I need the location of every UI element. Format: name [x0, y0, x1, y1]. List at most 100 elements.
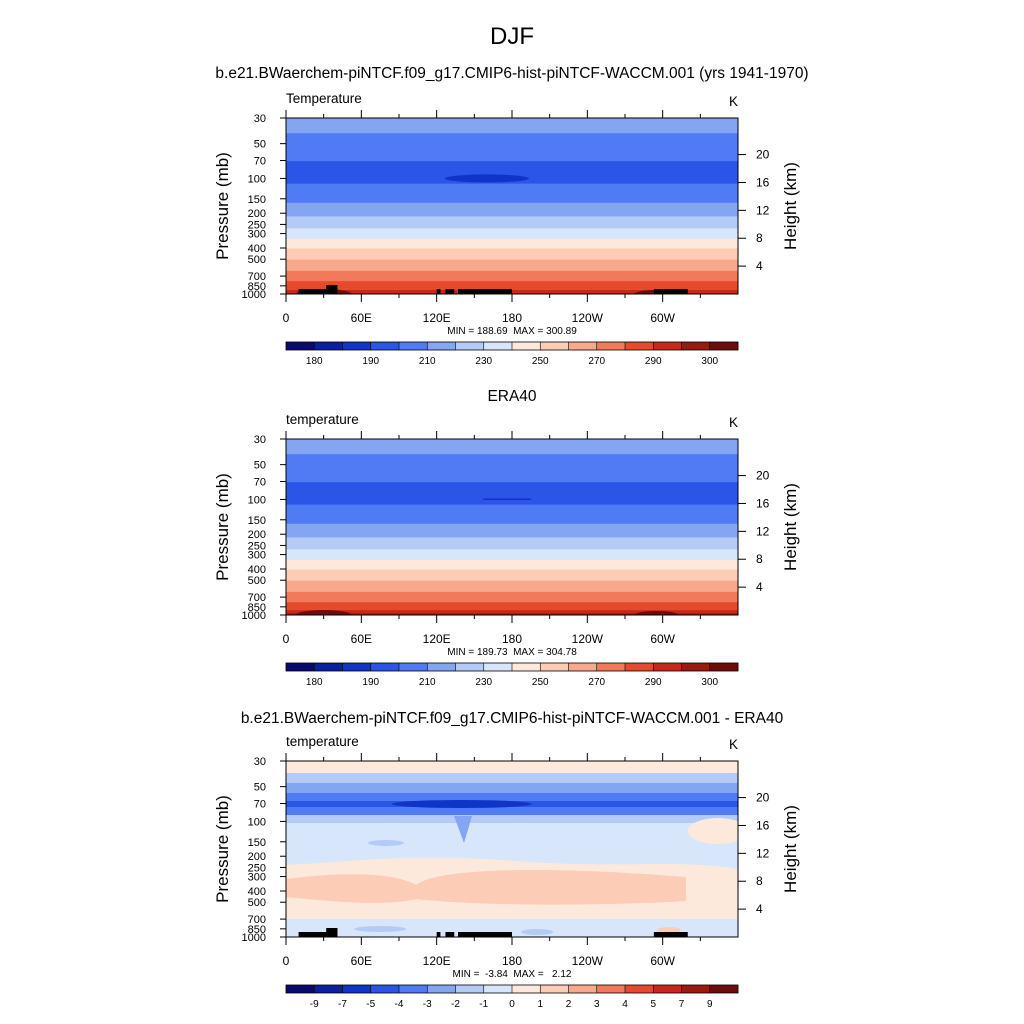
- y-tick-label: 200: [248, 851, 266, 863]
- y-axis-label: Pressure (mb): [213, 795, 232, 903]
- y-tick-label: 500: [248, 575, 266, 587]
- y-tick-label: 300: [248, 872, 266, 884]
- x-tick-label: 60E: [351, 311, 372, 325]
- colorbar-swatch: [455, 985, 485, 993]
- y2-tick-label: 16: [756, 175, 770, 189]
- y-tick-label: 700: [248, 271, 266, 283]
- colorbar-label: 230: [475, 677, 492, 688]
- colorbar-swatch: [653, 342, 682, 350]
- colorbar-swatch: [512, 342, 541, 350]
- contour-band: [286, 602, 738, 611]
- x-tick-label: 120E: [423, 632, 451, 646]
- y-tick-label: 400: [248, 886, 266, 898]
- contour-band: [286, 569, 738, 582]
- y-tick-label: 150: [248, 194, 266, 206]
- topography-mask: [445, 932, 455, 937]
- contour-band: [286, 281, 738, 291]
- colorbar-label: 190: [362, 677, 379, 688]
- colorbar: 180 190 210 230 250 270 290 300: [285, 341, 739, 367]
- colorbar-label: 250: [532, 677, 549, 688]
- colorbar-label: 300: [701, 677, 718, 688]
- colorbar-label: -9: [310, 999, 319, 1010]
- y-tick-label: 850: [248, 924, 266, 936]
- anomaly-region: [286, 783, 738, 793]
- colorbar-swatch: [540, 985, 569, 993]
- colorbar-label: 180: [306, 677, 323, 688]
- colorbar-swatch: [709, 985, 739, 993]
- anomaly-region: [286, 807, 738, 815]
- topography-mask: [436, 289, 441, 294]
- y2-tick-label: 20: [756, 148, 770, 162]
- colorbar-swatch: [625, 663, 654, 671]
- colorbar-label: 190: [362, 356, 379, 367]
- anomaly-region: [286, 815, 738, 823]
- topography-mask: [298, 289, 330, 294]
- contour-band: [286, 482, 738, 506]
- y-tick-label: 700: [248, 592, 266, 604]
- x-tick-label: 0: [283, 632, 290, 646]
- colorbar-label: 9: [707, 999, 713, 1010]
- colorbar-swatch: [370, 985, 400, 993]
- anomaly-region: [354, 926, 407, 932]
- colorbar-swatch: [653, 985, 682, 993]
- colorbar-swatch: [342, 663, 372, 671]
- y-tick-label: 500: [248, 254, 266, 266]
- contour-band: [286, 504, 738, 525]
- x-tick-label: 0: [283, 954, 290, 968]
- colorbar-label: 270: [588, 677, 605, 688]
- colorbar-swatch: [455, 663, 485, 671]
- y-tick-label: 50: [254, 460, 266, 472]
- colorbar-swatch: [314, 663, 343, 671]
- contour-band: [286, 559, 738, 570]
- y-tick-label: 1000: [242, 289, 266, 301]
- contour-band: [286, 133, 738, 162]
- y2-axis-label: Height (km): [781, 483, 800, 571]
- colorbar-swatch: [286, 985, 315, 993]
- colorbar-swatch: [483, 985, 513, 993]
- contour-band: [286, 161, 738, 185]
- y2-tick-label: 8: [756, 552, 763, 566]
- colorbar-label: 290: [645, 677, 662, 688]
- x-tick-label: 120E: [423, 311, 451, 325]
- x-tick-label: 180: [502, 954, 522, 968]
- topography-mask: [458, 289, 512, 294]
- y-tick-label: 250: [248, 862, 266, 874]
- colorbar-label: 3: [594, 999, 600, 1010]
- y2-tick-label: 8: [756, 231, 763, 245]
- colorbar-swatch: [681, 985, 711, 993]
- colorbar-label: 2: [566, 999, 572, 1010]
- min-max-label: MIN = -3.84 MAX = 2.12: [453, 969, 572, 980]
- contour-band: [286, 610, 738, 614]
- y2-tick-label: 12: [756, 203, 770, 217]
- contour-field: [286, 439, 738, 615]
- colorbar-label: 290: [645, 356, 662, 367]
- anomaly-region: [286, 870, 686, 905]
- contour-band: [286, 439, 738, 455]
- x-tick-label: 60W: [650, 632, 675, 646]
- colorbar-label: 270: [588, 356, 605, 367]
- anomaly-region: [286, 919, 738, 937]
- contour-band: [286, 183, 738, 204]
- contour-band: [286, 591, 738, 603]
- y-tick-label: 850: [248, 281, 266, 293]
- y-tick-label: 100: [248, 494, 266, 506]
- contour-band: [286, 270, 738, 282]
- colorbar-label: 250: [532, 356, 549, 367]
- x-tick-label: 120E: [423, 954, 451, 968]
- colorbar-swatch: [342, 342, 372, 350]
- y-tick-label: 200: [248, 529, 266, 541]
- colorbar-swatch: [399, 985, 428, 993]
- anomaly-region: [521, 929, 554, 935]
- colorbar-swatch: [399, 342, 428, 350]
- x-tick-label: 60W: [650, 954, 675, 968]
- topography-mask: [653, 932, 688, 937]
- contour-field: [286, 761, 738, 937]
- contour-band: [286, 248, 738, 261]
- colorbar-swatch: [625, 342, 654, 350]
- y-tick-label: 250: [248, 540, 266, 552]
- contour-field: [286, 118, 738, 294]
- colorbar-swatch: [427, 663, 456, 671]
- colorbar-swatch: [370, 342, 400, 350]
- surface-warm-blob: [295, 610, 352, 615]
- colorbar-label: -7: [338, 999, 347, 1010]
